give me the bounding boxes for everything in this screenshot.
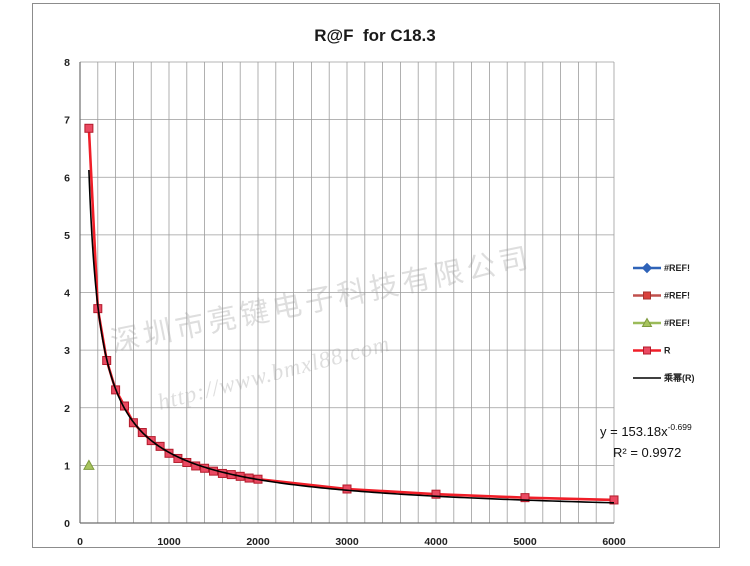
- legend-item-trendline: 乘幂(R): [633, 372, 695, 383]
- legend-marker: [641, 262, 653, 274]
- x-tick-label: 2000: [246, 536, 270, 548]
- trendline-layer: [88, 169, 615, 504]
- legend-label: 乘幂(R): [663, 372, 695, 383]
- gridlines: [80, 61, 615, 523]
- y-tick-label: 1: [64, 460, 70, 472]
- legend-marker: [643, 291, 651, 300]
- x-tick-label: 3000: [335, 536, 359, 548]
- y-tick-label: 5: [64, 230, 70, 242]
- trendline-r-squared: R² = 0.9972: [613, 445, 681, 460]
- data-point: [342, 484, 352, 494]
- legend-label: #REF!: [664, 291, 690, 301]
- y-tick-labels: 0 1 2 3 4 5 6 7 8: [64, 57, 70, 530]
- data-point: [609, 495, 619, 505]
- y-tick-label: 4: [64, 288, 70, 300]
- legend-label: #REF!: [664, 318, 690, 328]
- y-tick-label: 3: [64, 345, 70, 357]
- y-tick-label: 8: [64, 57, 70, 69]
- y-tick-label: 6: [64, 172, 70, 184]
- data-point: [120, 401, 129, 411]
- y-tick-label: 2: [64, 403, 70, 415]
- y-tick-label: 0: [64, 518, 70, 530]
- data-point: [83, 459, 95, 470]
- legend-item: #REF!: [633, 262, 690, 274]
- trendline-equation-exponent: -0.699: [668, 422, 692, 432]
- legend-item: #REF!: [633, 291, 690, 301]
- trendline-curve: [88, 169, 615, 504]
- legend: #REF! #REF! #REF! R 乘幂(R): [633, 262, 695, 383]
- x-tick-label: 5000: [513, 536, 537, 548]
- legend-marker: [641, 317, 653, 327]
- legend-item: R: [633, 346, 671, 356]
- legend-marker: [643, 346, 651, 355]
- series-2: [83, 459, 95, 470]
- chart-title: R@F for C18.3: [314, 26, 435, 45]
- y-tick-label: 7: [64, 115, 70, 127]
- legend-item: #REF!: [633, 317, 690, 328]
- data-point: [84, 123, 94, 133]
- x-tick-label: 0: [77, 536, 83, 548]
- data-point: [431, 489, 441, 499]
- x-tick-label: 6000: [602, 536, 626, 548]
- x-tick-label: 4000: [424, 536, 448, 548]
- legend-label: #REF!: [664, 263, 690, 273]
- trendline-equation: y = 153.18x-0.699: [600, 422, 692, 439]
- legend-label: R: [664, 346, 671, 356]
- data-point: [520, 493, 530, 503]
- trendline-equation-base: y = 153.18x: [600, 424, 668, 439]
- x-tick-label: 1000: [157, 536, 181, 548]
- x-tick-labels: 0 1000 2000 3000 4000 5000 6000: [77, 536, 626, 548]
